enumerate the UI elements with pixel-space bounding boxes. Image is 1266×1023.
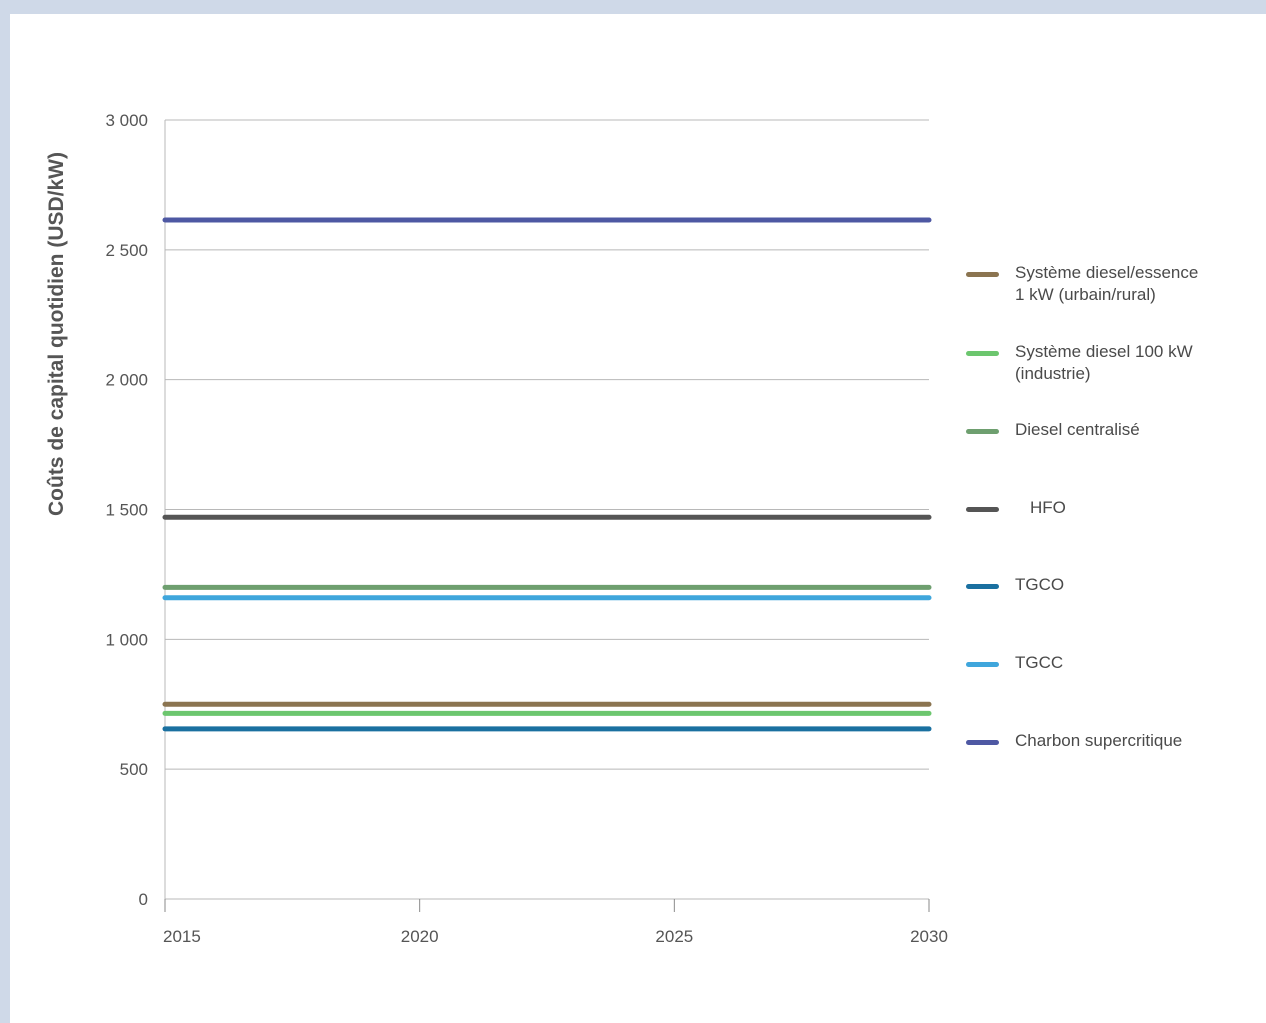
y-tick-label: 1 500 [105, 501, 148, 520]
legend-label: Charbon supercritique [1015, 731, 1183, 750]
legend-item: Diesel centralisé [966, 419, 1245, 441]
x-tick-label: 2015 [163, 927, 201, 946]
legend-label: HFO [1030, 498, 1066, 517]
legend-item: HFO [966, 497, 1260, 519]
legend-label: TGCC [1015, 653, 1064, 672]
y-tick-label: 500 [120, 760, 148, 779]
y-tick-label: 2 000 [105, 371, 148, 390]
y-tick-label: 1 000 [105, 630, 148, 649]
legend-item: Système diesel/essence 1 kW (urbain/rura… [966, 262, 1245, 306]
legend-item: TGCC [966, 652, 1245, 674]
legend-swatch [966, 662, 999, 667]
legend-swatch [966, 740, 999, 745]
legend-item: Système diesel 100 kW (industrie) [966, 341, 1245, 385]
legend-label: Diesel centralisé [1015, 420, 1140, 439]
x-tick-label: 2025 [655, 927, 693, 946]
legend-item: TGCO [966, 574, 1245, 596]
legend-label: Système diesel 100 kW (industrie) [1015, 342, 1193, 383]
legend-swatch [966, 507, 999, 512]
legend-swatch [966, 584, 999, 589]
y-tick-label: 0 [139, 890, 148, 909]
y-axis-label: Coûts de capital quotidien (USD/kW) [45, 151, 68, 517]
legend-label: Système diesel/essence 1 kW (urbain/rura… [1015, 263, 1199, 304]
legend-label: TGCO [1015, 575, 1065, 594]
legend-swatch [966, 272, 999, 277]
y-tick-label: 2 500 [105, 241, 148, 260]
legend-item: Charbon supercritique [966, 730, 1245, 752]
y-tick-label: 3 000 [105, 111, 148, 130]
legend-swatch [966, 351, 999, 356]
legend-swatch [966, 429, 999, 434]
x-tick-label: 2030 [910, 927, 948, 946]
x-tick-label: 2020 [401, 927, 439, 946]
